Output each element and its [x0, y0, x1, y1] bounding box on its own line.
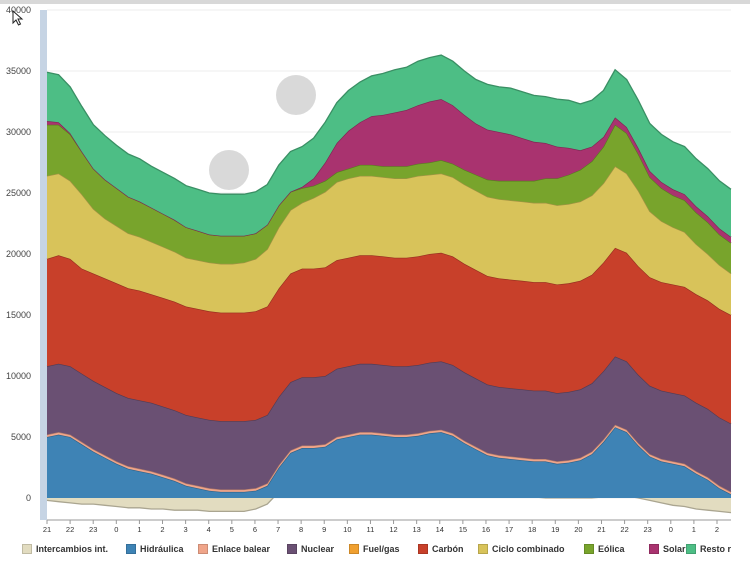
mouse-pointer-icon — [12, 10, 24, 26]
y-tick-label: 40000 — [6, 5, 31, 15]
x-tick-label: 4 — [207, 525, 211, 534]
x-axis: 21 22 23 0 1 2 3 4 5 6 7 8 9 10 11 12 13 14 15 16 17 18 19 20 21… — [43, 519, 731, 534]
legend-label: Resto r — [700, 544, 732, 554]
x-tick-label: 18 — [528, 525, 536, 534]
series-nuclear-area — [47, 356, 731, 492]
legend-swatch — [22, 544, 32, 554]
legend-swatch — [198, 544, 208, 554]
x-tick-label: 11 — [367, 525, 375, 534]
x-tick-label: 21 — [43, 525, 51, 534]
series-resto-r-line — [46, 54, 732, 195]
x-tick-label: 16 — [482, 525, 490, 534]
plot-background — [40, 10, 47, 520]
x-tick-label: 17 — [505, 525, 513, 534]
hover-shadow — [209, 150, 249, 190]
legend-label: Ciclo combinado — [492, 544, 565, 554]
series-eólica-area — [47, 124, 731, 274]
legend-item[interactable]: Fuel/gas — [349, 544, 400, 554]
legend-item[interactable]: Enlace balear — [198, 544, 270, 554]
legend-label: Enlace balear — [212, 544, 271, 554]
y-tick-label: 5000 — [11, 432, 31, 442]
area-series — [46, 54, 732, 514]
legend-label: Eólica — [598, 544, 625, 554]
legend-label: Solar — [663, 544, 686, 554]
x-tick-label: 5 — [230, 525, 234, 534]
x-tick-label: 22 — [66, 525, 74, 534]
legend-swatch — [349, 544, 359, 554]
y-axis-band — [40, 10, 47, 520]
y-axis: 0 5000 10000 15000 20000 25000 30000 35000 40000 — [6, 5, 31, 503]
hover-shadow — [276, 75, 316, 115]
x-tick-label: 6 — [253, 525, 257, 534]
legend-swatch — [126, 544, 136, 554]
legend-swatch — [287, 544, 297, 554]
legend-item[interactable]: Eólica — [584, 544, 625, 554]
stacked-area-chart: 0 5000 10000 15000 20000 25000 30000 35000 40000… — [6, 5, 732, 534]
x-tick-label: 2 — [160, 525, 164, 534]
legend-swatch — [418, 544, 428, 554]
series-solar-area — [47, 99, 731, 243]
x-tick-label: 0 — [114, 525, 118, 534]
y-tick-label: 15000 — [6, 310, 31, 320]
x-tick-label: 8 — [299, 525, 303, 534]
legend-item[interactable]: Hidráulica — [126, 544, 184, 554]
series-resto-r-area — [47, 55, 731, 237]
legend-item[interactable]: Carbón — [418, 544, 464, 554]
legend-swatch — [686, 544, 696, 554]
series-ciclo-combinado-area — [47, 166, 731, 315]
legend-label: Hidráulica — [140, 544, 184, 554]
legend-label: Fuel/gas — [363, 544, 400, 554]
x-tick-label: 19 — [551, 525, 559, 534]
y-tick-label: 10000 — [6, 371, 31, 381]
legend-item[interactable]: Ciclo combinado — [478, 544, 565, 554]
legend-label: Nuclear — [301, 544, 335, 554]
x-tick-label: 7 — [276, 525, 280, 534]
x-tick-label: 22 — [620, 525, 628, 534]
legend-item[interactable]: Resto r — [686, 544, 731, 554]
x-tick-label: 12 — [389, 525, 397, 534]
x-tick-label: 20 — [574, 525, 582, 534]
hover-shadows — [209, 75, 316, 190]
y-tick-label: 25000 — [6, 188, 31, 198]
legend-swatch — [478, 544, 488, 554]
y-tick-label: 20000 — [6, 249, 31, 259]
legend: Intercambios int. Hidráulica Enlace balear… — [0, 541, 750, 561]
legend-item[interactable]: Nuclear — [287, 544, 334, 554]
x-tick-label: 13 — [412, 525, 420, 534]
series-carbón-area — [47, 247, 731, 424]
y-tick-label: 30000 — [6, 127, 31, 137]
x-tick-label: 10 — [343, 525, 351, 534]
x-tick-label: 0 — [669, 525, 673, 534]
y-tick-label: 0 — [26, 493, 31, 503]
x-tick-label: 14 — [436, 525, 444, 534]
x-tick-label: 23 — [644, 525, 652, 534]
top-border — [0, 0, 750, 4]
legend-swatch — [649, 544, 659, 554]
legend-item[interactable]: Intercambios int. — [22, 544, 108, 554]
series-enlace-balear-line — [46, 424, 732, 493]
x-tick-label: 15 — [459, 525, 467, 534]
x-tick-label: 3 — [184, 525, 188, 534]
legend-label: Carbón — [432, 544, 464, 554]
x-tick-label: 1 — [692, 525, 696, 534]
series-hidráulica-area — [47, 427, 731, 498]
legend-label: Intercambios int. — [36, 544, 109, 554]
legend-item[interactable]: Solar — [649, 544, 686, 554]
legend-swatch — [584, 544, 594, 554]
x-tick-label: 1 — [137, 525, 141, 534]
y-tick-label: 35000 — [6, 66, 31, 76]
x-tick-label: 23 — [89, 525, 97, 534]
x-tick-label: 9 — [322, 525, 326, 534]
x-tick-label: 2 — [715, 525, 719, 534]
x-tick-label: 21 — [597, 525, 605, 534]
series-intercambios-int-area — [47, 488, 731, 513]
